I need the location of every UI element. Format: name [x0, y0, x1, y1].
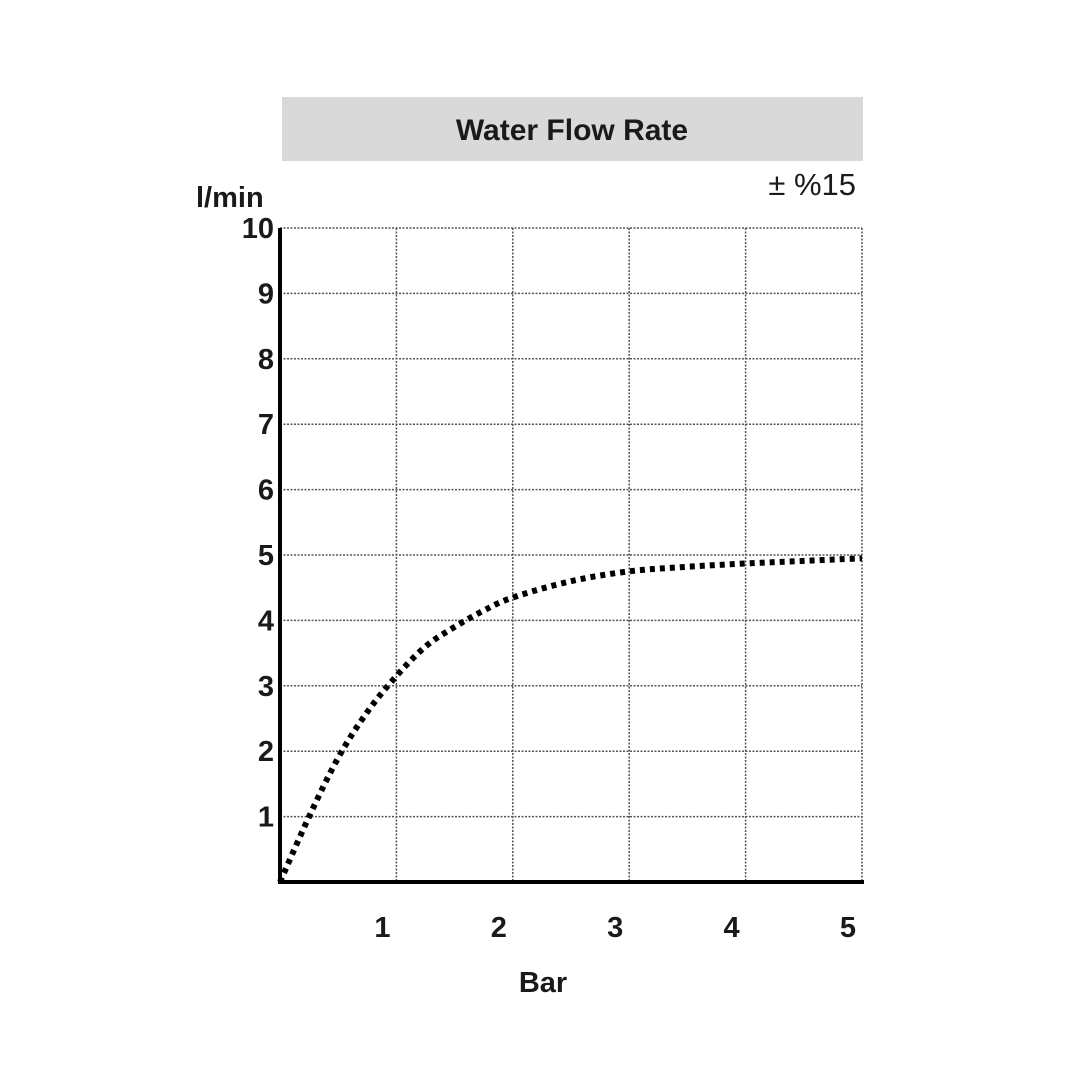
y-tick-label: 3 — [258, 671, 274, 703]
tick-labels: 1 2 3 4 5 6 7 8 9 10 1 2 3 4 5 — [242, 213, 856, 944]
y-tick-label: 8 — [258, 344, 274, 376]
chart-title: Water Flow Rate — [456, 114, 688, 147]
y-tick-label: 1 — [258, 802, 274, 834]
y-axis-label: l/min — [196, 182, 264, 214]
axes — [278, 228, 864, 884]
x-axis-label: Bar — [519, 967, 567, 999]
x-tick-label: 1 — [374, 912, 390, 944]
y-tick-label: 6 — [258, 475, 274, 507]
y-tick-label: 5 — [258, 540, 274, 572]
series-layer — [277, 555, 863, 884]
x-tick-label: 3 — [607, 912, 623, 944]
grid — [280, 227, 863, 882]
y-tick-label: 2 — [258, 736, 274, 768]
tolerance-label: ± %15 — [768, 167, 856, 202]
y-tick-label: 7 — [258, 409, 274, 441]
x-tick-label: 4 — [724, 912, 740, 944]
title-banner — [282, 97, 863, 161]
series-line — [277, 555, 863, 884]
y-tick-label: 4 — [258, 605, 274, 637]
x-tick-label: 2 — [491, 912, 507, 944]
y-tick-label: 9 — [258, 278, 274, 310]
y-tick-label: 10 — [242, 213, 274, 245]
x-tick-label: 5 — [840, 912, 856, 944]
